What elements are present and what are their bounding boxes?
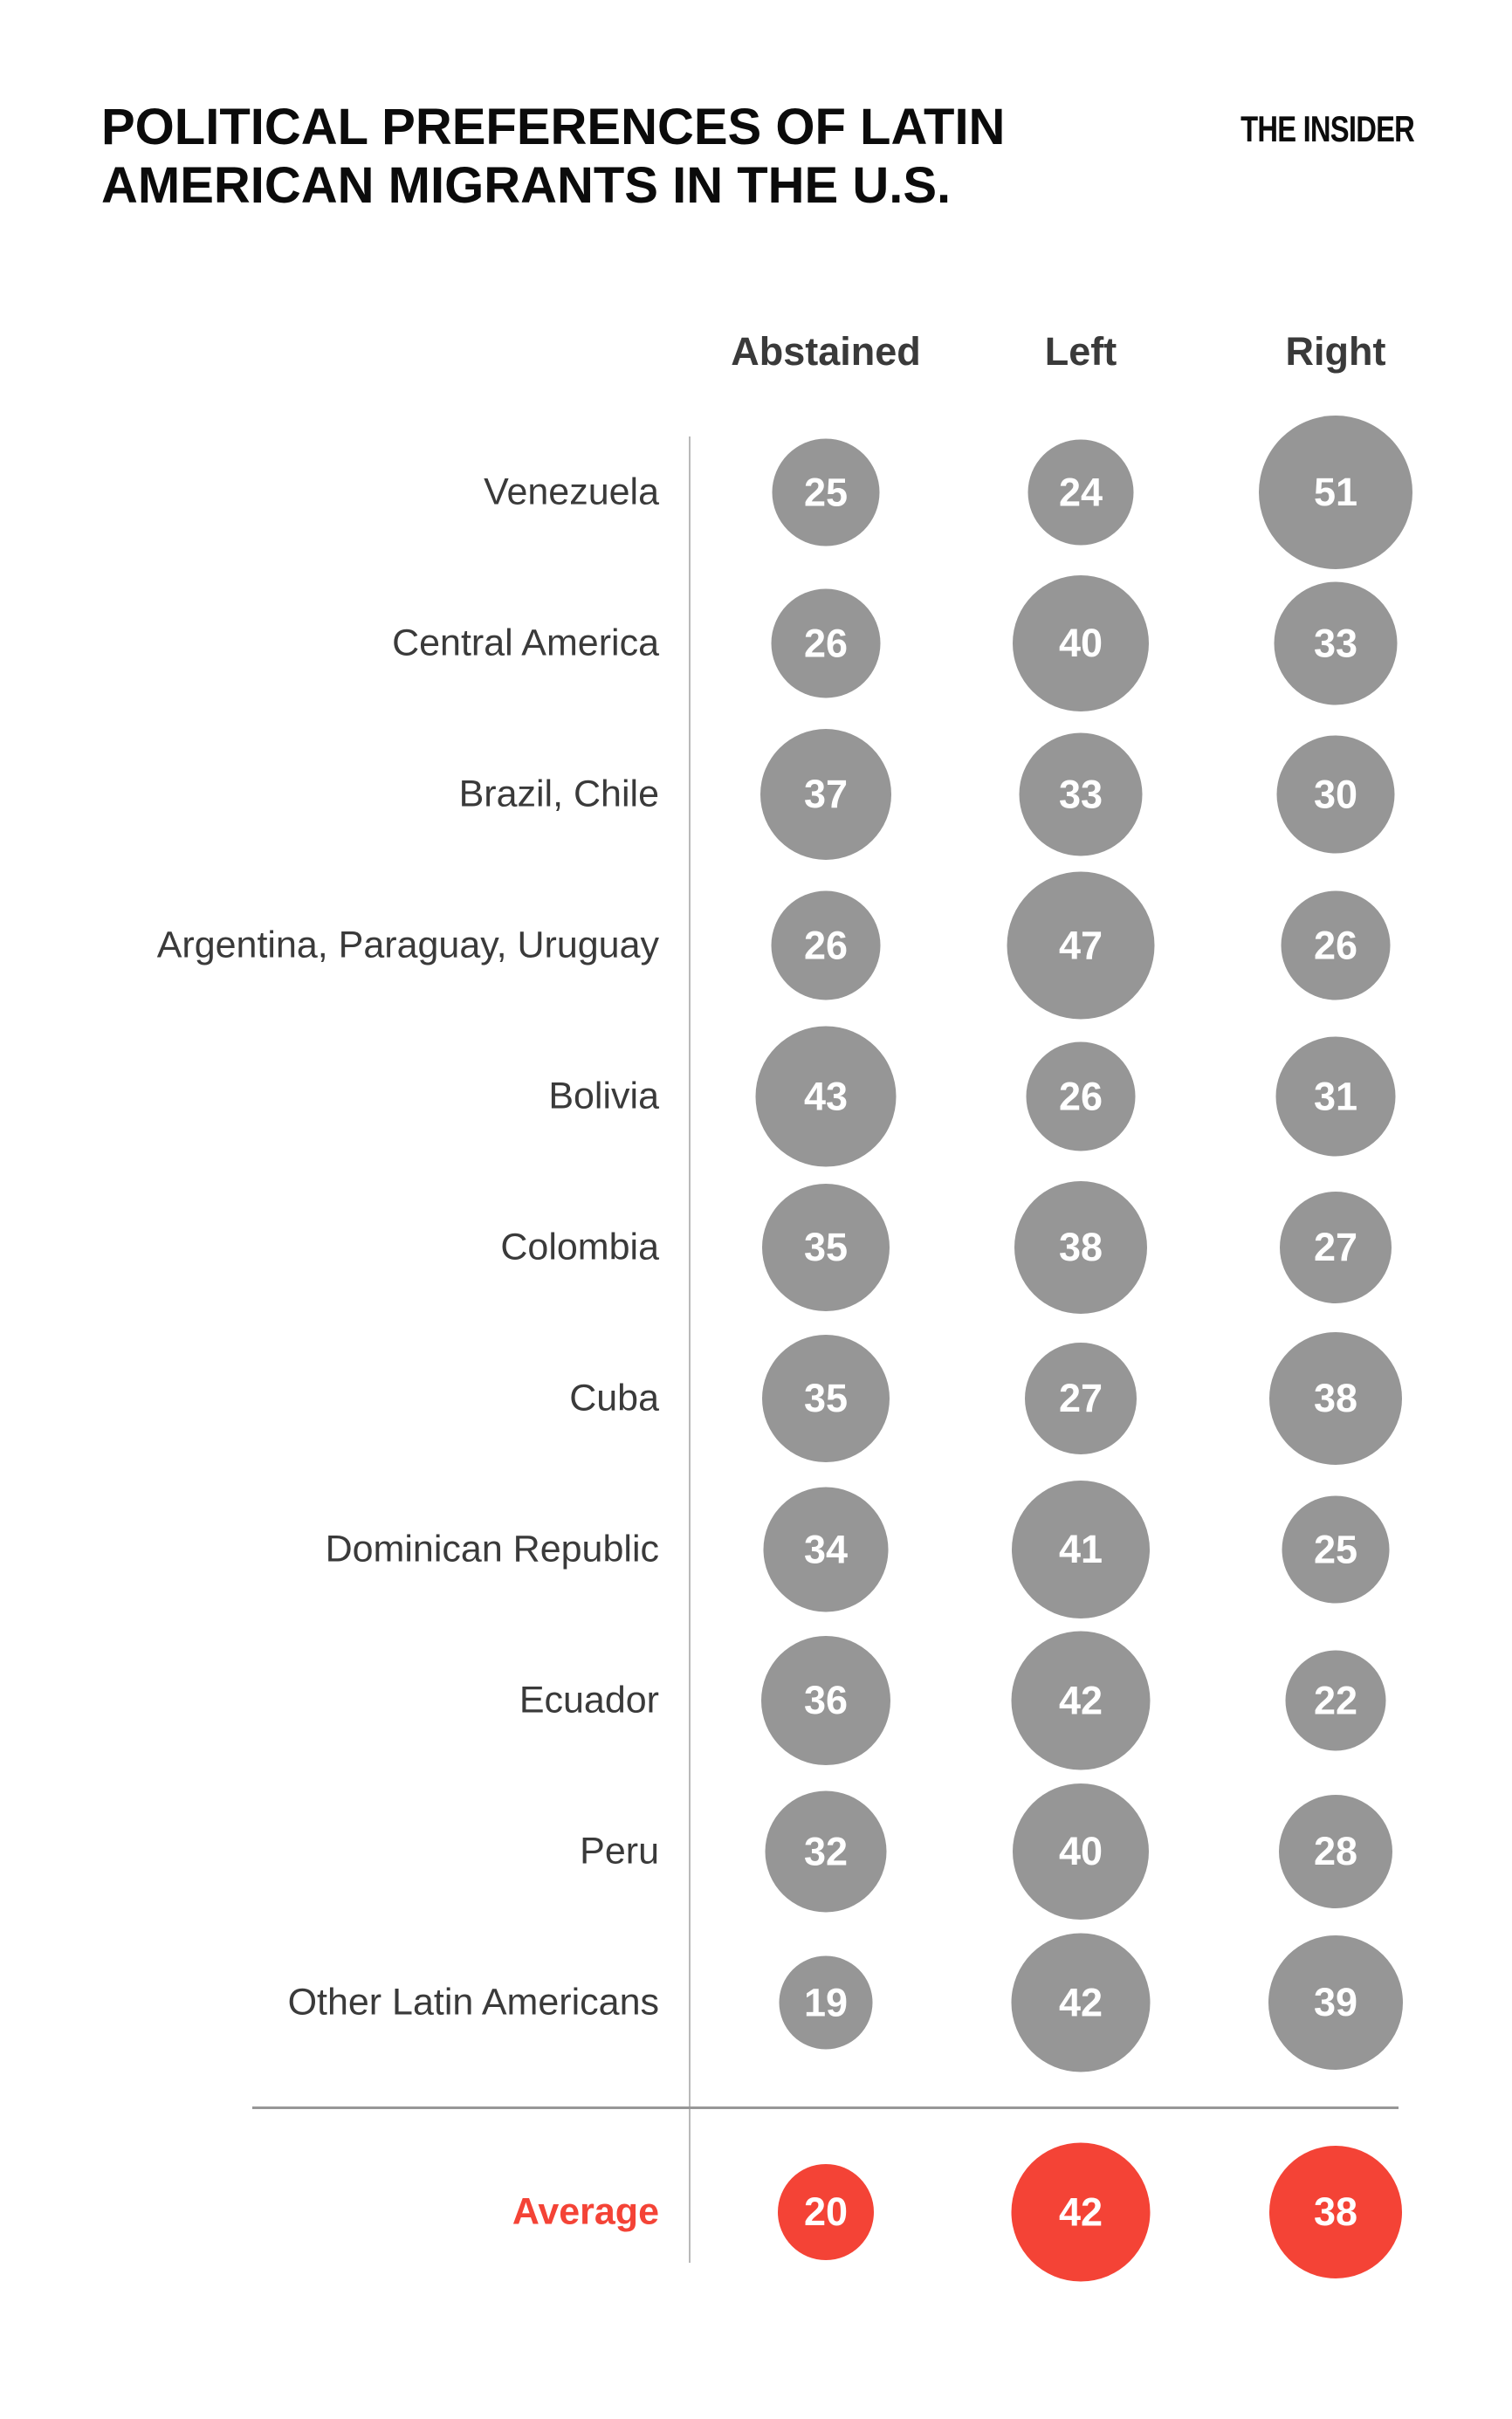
bubble-colombia-right: 27 xyxy=(1280,1192,1392,1303)
page-title-line1: POLITICAL PREFERENCES OF LATIN xyxy=(101,99,1006,155)
bubble-dominican-republic-right: 25 xyxy=(1282,1495,1390,1604)
row-label-venezuela: Venezuela xyxy=(484,471,659,513)
bubble-central-america-right: 33 xyxy=(1274,581,1398,705)
row-label-bolivia: Bolivia xyxy=(548,1075,659,1117)
bubble-average-abstained: 20 xyxy=(778,2164,874,2260)
row-label-argentina-paraguay-uruguay: Argentina, Paraguay, Uruguay xyxy=(156,924,659,966)
bubble-other-latin-americans-left: 42 xyxy=(1011,1933,1151,2072)
column-header-abstained: Abstained xyxy=(731,329,921,374)
bubble-dominican-republic-abstained: 34 xyxy=(763,1487,889,1612)
bubble-brazil-chile-abstained: 37 xyxy=(760,729,891,860)
bubble-bolivia-right: 31 xyxy=(1275,1036,1396,1157)
bubble-other-latin-americans-right: 39 xyxy=(1268,1935,1403,2070)
bubble-argentina-paraguay-uruguay-abstained: 26 xyxy=(771,890,881,1000)
row-label-central-america: Central America xyxy=(392,622,659,664)
bubble-dominican-republic-left: 41 xyxy=(1012,1481,1150,1618)
row-label-peru: Peru xyxy=(580,1830,659,1873)
bubble-ecuador-left: 42 xyxy=(1011,1631,1151,1770)
bubble-peru-left: 40 xyxy=(1013,1783,1149,1920)
row-label-brazil-chile: Brazil, Chile xyxy=(458,773,659,815)
brand-logo: THE INSIDER xyxy=(1241,108,1415,149)
bubble-colombia-left: 38 xyxy=(1014,1181,1147,1314)
bubble-argentina-paraguay-uruguay-left: 47 xyxy=(1007,871,1155,1020)
bubble-average-right: 38 xyxy=(1269,2146,1402,2278)
bubble-central-america-abstained: 26 xyxy=(771,588,881,698)
bubble-bolivia-abstained: 43 xyxy=(755,1026,897,1167)
row-label-other-latin-americans: Other Latin Americans xyxy=(287,1981,659,2024)
bubble-cuba-left: 27 xyxy=(1025,1343,1137,1454)
row-label-colombia: Colombia xyxy=(500,1226,659,1268)
bubble-argentina-paraguay-uruguay-right: 26 xyxy=(1281,890,1391,1000)
bubble-bolivia-left: 26 xyxy=(1026,1041,1136,1151)
bubble-average-left: 42 xyxy=(1011,2142,1151,2282)
page-title-line2: AMERICAN MIGRANTS IN THE U.S. xyxy=(101,157,952,214)
column-header-right: Right xyxy=(1285,329,1386,374)
bubble-central-america-left: 40 xyxy=(1013,575,1149,711)
bubble-ecuador-right: 22 xyxy=(1285,1650,1386,1751)
bubble-venezuela-abstained: 25 xyxy=(772,438,880,546)
bubble-cuba-right: 38 xyxy=(1269,1332,1402,1465)
row-label-average: Average xyxy=(512,2190,659,2233)
row-label-cuba: Cuba xyxy=(569,1377,659,1419)
page-title: POLITICAL PREFERENCES OF LATIN AMERICAN … xyxy=(101,98,1005,215)
row-label-ecuador: Ecuador xyxy=(519,1679,659,1721)
bubble-brazil-chile-left: 33 xyxy=(1019,732,1143,856)
bubble-cuba-abstained: 35 xyxy=(762,1335,890,1462)
column-divider-line xyxy=(689,436,691,2263)
bubble-venezuela-left: 24 xyxy=(1027,439,1134,546)
bubble-colombia-abstained: 35 xyxy=(762,1184,890,1311)
bubble-venezuela-right: 51 xyxy=(1259,416,1412,569)
column-header-left: Left xyxy=(1044,329,1117,374)
average-separator-line xyxy=(252,2106,1399,2109)
bubble-brazil-chile-right: 30 xyxy=(1276,735,1395,854)
bubble-ecuador-abstained: 36 xyxy=(761,1636,890,1765)
bubble-peru-right: 28 xyxy=(1279,1795,1392,1908)
bubble-peru-abstained: 32 xyxy=(765,1790,887,1913)
bubble-other-latin-americans-abstained: 19 xyxy=(779,1955,873,2050)
row-label-dominican-republic: Dominican Republic xyxy=(325,1528,659,1570)
